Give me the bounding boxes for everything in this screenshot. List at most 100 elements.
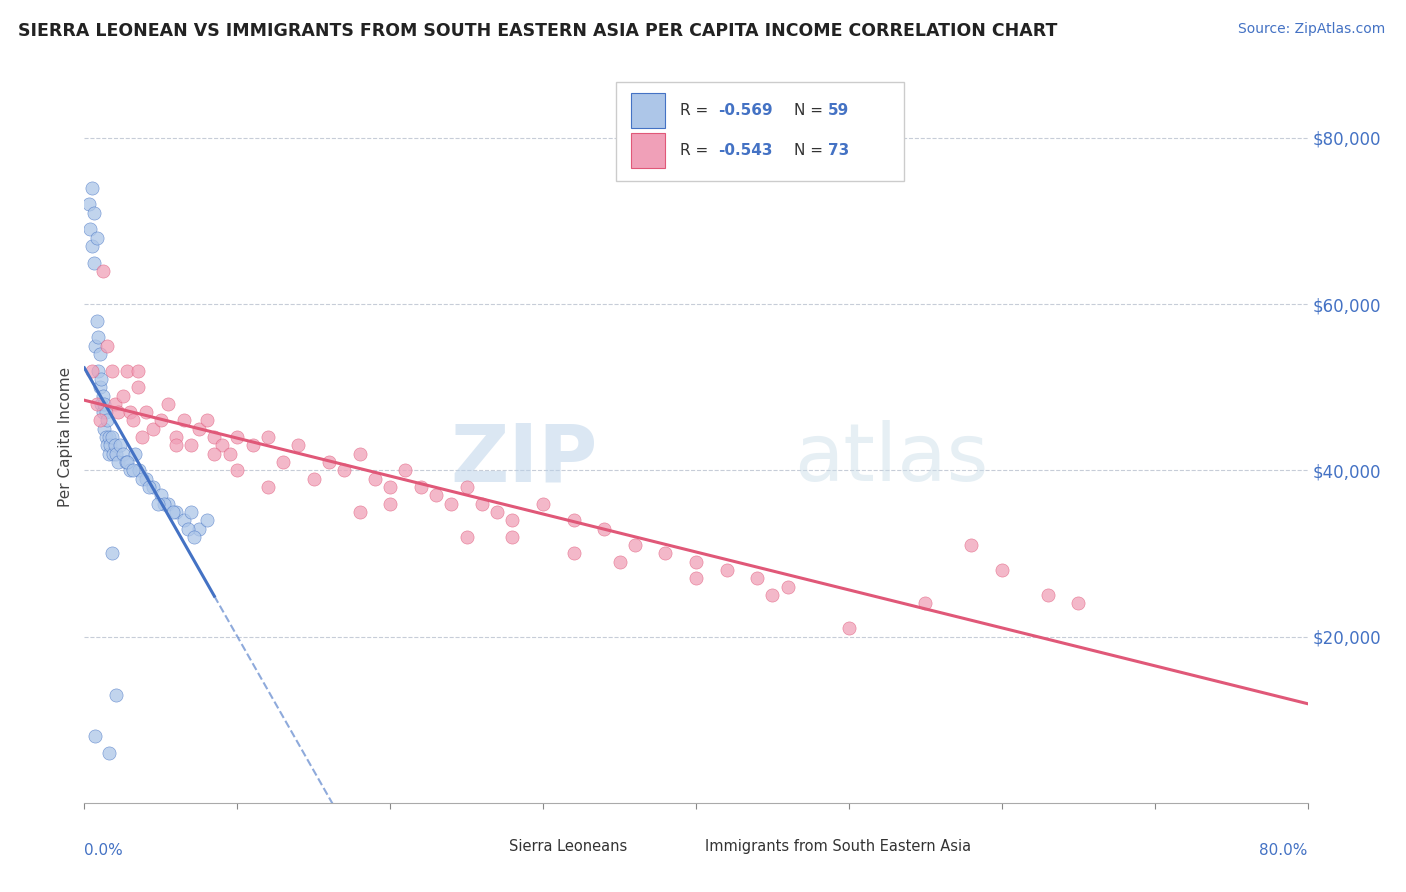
Point bbox=[562, 546, 585, 560]
Point bbox=[380, 480, 402, 494]
Point bbox=[91, 264, 114, 278]
Point bbox=[96, 438, 118, 452]
Point bbox=[380, 497, 402, 511]
Point bbox=[89, 380, 111, 394]
Point bbox=[776, 580, 799, 594]
Point bbox=[149, 488, 172, 502]
Point bbox=[349, 447, 371, 461]
Text: R =: R = bbox=[681, 103, 713, 118]
Point bbox=[79, 222, 101, 236]
Point bbox=[115, 455, 138, 469]
Point bbox=[165, 430, 187, 444]
Point bbox=[685, 571, 707, 585]
Point bbox=[107, 455, 129, 469]
Point bbox=[624, 538, 647, 552]
Point bbox=[87, 363, 110, 377]
Point bbox=[83, 255, 105, 269]
Point bbox=[84, 729, 107, 743]
Point bbox=[716, 563, 738, 577]
Point bbox=[333, 463, 356, 477]
Point bbox=[271, 455, 294, 469]
Point bbox=[127, 363, 149, 377]
Point bbox=[153, 497, 176, 511]
Text: Source: ZipAtlas.com: Source: ZipAtlas.com bbox=[1237, 22, 1385, 37]
Text: 73: 73 bbox=[828, 143, 849, 158]
Point bbox=[87, 330, 110, 344]
Point bbox=[101, 546, 124, 560]
Text: Sierra Leoneans: Sierra Leoneans bbox=[509, 839, 627, 855]
Point bbox=[97, 430, 120, 444]
Point bbox=[105, 447, 128, 461]
FancyBboxPatch shape bbox=[665, 838, 696, 858]
Point bbox=[173, 513, 195, 527]
Point bbox=[83, 205, 105, 219]
Point bbox=[111, 388, 134, 402]
Point bbox=[195, 413, 218, 427]
Point bbox=[960, 538, 983, 552]
Text: N =: N = bbox=[794, 143, 828, 158]
Point bbox=[1036, 588, 1059, 602]
Text: atlas: atlas bbox=[794, 420, 988, 498]
Point bbox=[104, 438, 127, 452]
Point bbox=[486, 505, 509, 519]
Point bbox=[838, 621, 860, 635]
FancyBboxPatch shape bbox=[470, 838, 501, 858]
Text: -0.569: -0.569 bbox=[718, 103, 773, 118]
Point bbox=[394, 463, 416, 477]
Point bbox=[111, 447, 134, 461]
Point bbox=[180, 438, 202, 452]
Point bbox=[96, 338, 118, 352]
Point bbox=[456, 530, 478, 544]
Point bbox=[202, 430, 225, 444]
Point bbox=[165, 505, 187, 519]
Point bbox=[257, 480, 280, 494]
Point bbox=[218, 447, 240, 461]
Point bbox=[90, 372, 112, 386]
Point bbox=[101, 363, 124, 377]
Point bbox=[242, 438, 264, 452]
Point bbox=[211, 438, 233, 452]
Text: R =: R = bbox=[681, 143, 713, 158]
Point bbox=[257, 430, 280, 444]
Text: Immigrants from South Eastern Asia: Immigrants from South Eastern Asia bbox=[704, 839, 970, 855]
Point bbox=[120, 463, 142, 477]
Point bbox=[93, 397, 115, 411]
Point bbox=[471, 497, 494, 511]
Point bbox=[502, 513, 524, 527]
Point bbox=[77, 197, 100, 211]
Point bbox=[440, 497, 463, 511]
Point bbox=[146, 497, 169, 511]
Point bbox=[89, 347, 111, 361]
Point bbox=[188, 422, 211, 436]
Point bbox=[302, 472, 325, 486]
Point bbox=[97, 447, 120, 461]
Point bbox=[364, 472, 387, 486]
Point bbox=[456, 480, 478, 494]
Point bbox=[108, 438, 131, 452]
Point bbox=[124, 447, 146, 461]
Text: -0.543: -0.543 bbox=[718, 143, 772, 158]
Point bbox=[609, 555, 631, 569]
Point bbox=[131, 430, 153, 444]
Point bbox=[183, 530, 205, 544]
Point bbox=[287, 438, 309, 452]
Point bbox=[157, 497, 180, 511]
Point bbox=[104, 397, 127, 411]
Point bbox=[685, 555, 707, 569]
Point bbox=[80, 180, 103, 194]
Point bbox=[128, 463, 150, 477]
Point bbox=[91, 405, 114, 419]
Point bbox=[115, 363, 138, 377]
Point bbox=[131, 472, 153, 486]
Text: SIERRA LEONEAN VS IMMIGRANTS FROM SOUTH EASTERN ASIA PER CAPITA INCOME CORRELATI: SIERRA LEONEAN VS IMMIGRANTS FROM SOUTH … bbox=[18, 22, 1057, 40]
FancyBboxPatch shape bbox=[631, 93, 665, 128]
Point bbox=[188, 521, 211, 535]
Point bbox=[180, 505, 202, 519]
Point bbox=[86, 397, 108, 411]
Point bbox=[761, 588, 783, 602]
Point bbox=[747, 571, 769, 585]
Text: ZIP: ZIP bbox=[451, 420, 598, 498]
Point bbox=[122, 413, 145, 427]
Point bbox=[177, 521, 200, 535]
Point bbox=[226, 430, 249, 444]
